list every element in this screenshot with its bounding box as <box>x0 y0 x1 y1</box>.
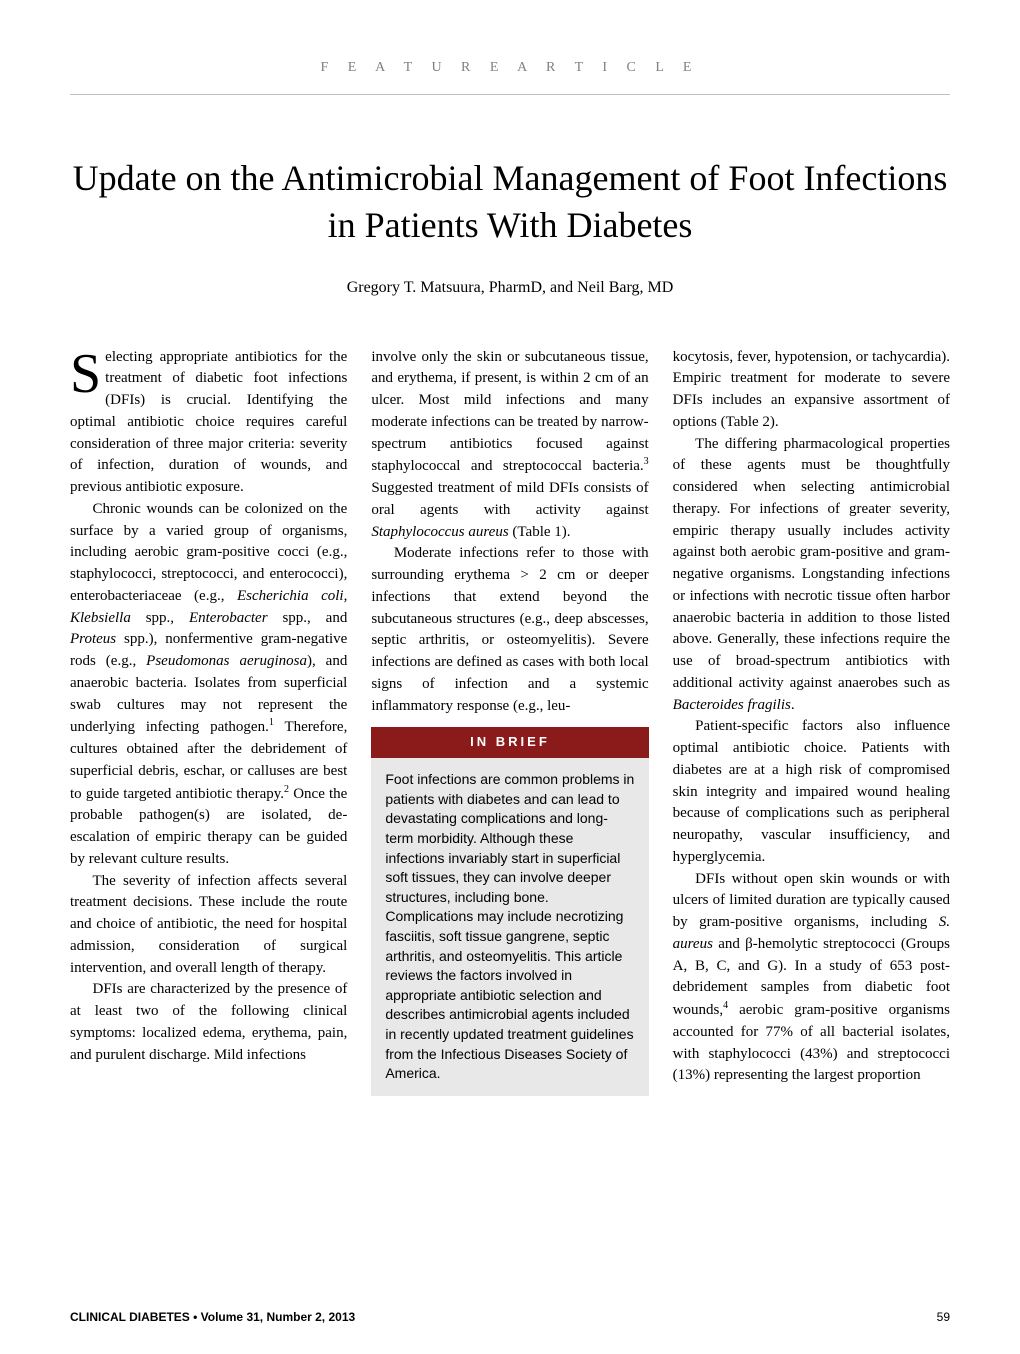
article-title: Update on the Antimicrobial Management o… <box>70 155 950 249</box>
italic: Pseudomonas aeruginosa <box>146 653 307 669</box>
body-columns: Selecting appropriate antibiotics for th… <box>70 347 950 1096</box>
text: involve only the skin or subcutaneous ti… <box>371 349 648 475</box>
italic: Proteus <box>70 631 116 647</box>
footer-page-number: 59 <box>937 1310 950 1324</box>
italic: Bacteroides fragilis <box>673 697 791 713</box>
col1-p1-text: electing appropriate antibiotics for the… <box>70 349 347 496</box>
text: Suggested treatment of mild DFIs consist… <box>371 480 648 518</box>
col1-p3: The severity of infection affects severa… <box>70 871 347 980</box>
text: (Table 1). <box>509 524 571 540</box>
italic: Enterobacter <box>189 610 268 626</box>
text: DFIs without open skin wounds or with ul… <box>673 871 950 931</box>
section-label: F E A T U R E A R T I C L E <box>321 60 700 75</box>
section-header: F E A T U R E A R T I C L E <box>70 60 950 95</box>
text: The differing pharmacological properties… <box>673 436 950 691</box>
col3-p4: DFIs without open skin wounds or with ul… <box>673 869 950 1088</box>
text: spp., and <box>268 610 348 626</box>
in-brief-body: Foot infections are common problems in p… <box>371 758 648 1096</box>
col3-p1: kocytosis, fever, hypotension, or tachyc… <box>673 347 950 434</box>
in-brief-header: IN BRIEF <box>371 727 648 758</box>
column-1: Selecting appropriate antibiotics for th… <box>70 347 347 1096</box>
column-3: kocytosis, fever, hypotension, or tachyc… <box>673 347 950 1096</box>
col1-p4: DFIs are characterized by the presence o… <box>70 979 347 1066</box>
page-footer: CLINICAL DIABETES • Volume 31, Number 2,… <box>70 1310 950 1324</box>
col2-p1: involve only the skin or subcutaneous ti… <box>371 347 648 544</box>
col2-p2: Moderate infections refer to those with … <box>371 543 648 717</box>
dropcap: S <box>70 347 105 399</box>
footer-journal: CLINICAL DIABETES • Volume 31, Number 2,… <box>70 1310 355 1324</box>
col1-p1: Selecting appropriate antibiotics for th… <box>70 347 347 499</box>
article-authors: Gregory T. Matsuura, PharmD, and Neil Ba… <box>70 279 950 297</box>
in-brief-box: IN BRIEF Foot infections are common prob… <box>371 727 648 1095</box>
superscript-ref: 3 <box>644 456 649 467</box>
col3-p2: The differing pharmacological properties… <box>673 434 950 717</box>
column-2: involve only the skin or subcutaneous ti… <box>371 347 648 1096</box>
text: spp., <box>131 610 189 626</box>
page: F E A T U R E A R T I C L E Update on th… <box>0 0 1020 1354</box>
col3-p3: Patient-specific factors also influence … <box>673 716 950 868</box>
text: . <box>791 697 795 713</box>
italic: Staphylococcus aureus <box>371 524 508 540</box>
col1-p2: Chronic wounds can be colonized on the s… <box>70 499 347 871</box>
